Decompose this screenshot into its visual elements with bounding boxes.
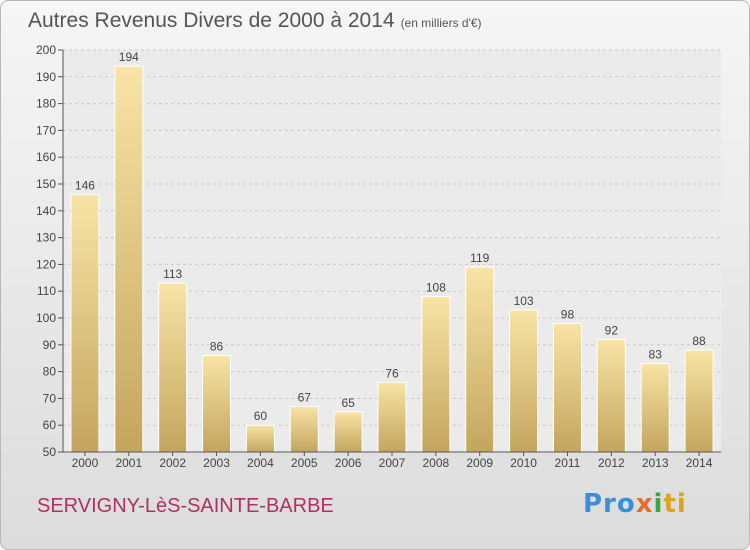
- x-tick-label: 2000: [72, 456, 99, 470]
- bar: [158, 282, 188, 453]
- bar-value-label: 194: [119, 50, 139, 64]
- x-tick-label: 2013: [642, 456, 669, 470]
- bar-value-label: 88: [692, 334, 706, 348]
- y-tick-label: 60: [43, 418, 57, 432]
- bar-value-label: 86: [210, 340, 224, 354]
- logo-part-3: i: [653, 489, 664, 519]
- x-axis: 2000 2001 2002 2003 2004 2005 2006 2007 2008 2009…: [63, 451, 721, 470]
- y-tick-label: 100: [36, 311, 56, 325]
- x-tick-label: 2010: [510, 456, 537, 470]
- bar-value-label: 83: [649, 348, 663, 362]
- y-tick-label: 50: [43, 445, 57, 459]
- y-tick-label: 180: [36, 97, 56, 111]
- bar: [552, 322, 582, 453]
- y-tick-label: 70: [43, 391, 57, 405]
- bar: [245, 424, 275, 453]
- y-tick-label: 170: [36, 123, 56, 137]
- x-tick-label: 2001: [115, 456, 142, 470]
- bar: [114, 65, 144, 453]
- logo-part-2: x: [635, 489, 654, 519]
- bar-value-label: 65: [341, 396, 355, 410]
- bar-value-label: 146: [75, 179, 95, 193]
- logo-part-1: Pro: [583, 489, 636, 519]
- x-tick-label: 2002: [159, 456, 186, 470]
- x-tick-label: 2005: [291, 456, 318, 470]
- bar: [377, 381, 407, 453]
- bars: 146 194 113 86 60 67 65 76 108 119 103 98 92 83 88: [70, 50, 714, 453]
- chart-title: Autres Revenus Divers de 2000 à 2014 (en …: [28, 9, 482, 33]
- x-tick-label: 2011: [555, 456, 581, 470]
- y-tick-label: 140: [36, 204, 56, 218]
- y-tick-label: 110: [37, 284, 56, 298]
- x-tick-label: 2003: [203, 456, 230, 470]
- bar: [70, 194, 100, 453]
- y-tick-label: 120: [36, 257, 56, 271]
- y-tick-label: 130: [36, 231, 56, 245]
- chart-title-text: Autres Revenus Divers de 2000 à 2014: [28, 9, 395, 32]
- y-tick-label: 160: [36, 150, 56, 164]
- x-tick-label: 2009: [466, 456, 493, 470]
- y-tick-label: 150: [36, 177, 56, 191]
- y-tick-label: 90: [43, 338, 57, 352]
- bar-value-label: 103: [514, 294, 534, 308]
- x-tick-label: 2014: [686, 456, 713, 470]
- y-tick-label: 190: [36, 70, 56, 84]
- bar-value-label: 67: [298, 390, 312, 404]
- bar-value-label: 76: [385, 366, 399, 380]
- bar: [684, 349, 714, 453]
- chart-subtitle: (en milliers d'€): [400, 16, 482, 30]
- x-tick-label: 2008: [423, 456, 450, 470]
- bar-value-label: 98: [561, 307, 575, 321]
- bar-value-label: 60: [254, 409, 268, 423]
- bar: [289, 405, 319, 453]
- bar: [421, 296, 451, 453]
- y-tick-label: 80: [43, 365, 57, 379]
- bar: [333, 411, 363, 453]
- x-tick-label: 2004: [247, 456, 274, 470]
- bar: [640, 363, 670, 453]
- bar: [465, 266, 495, 453]
- y-axis: 50 60 70 80 90 100 110 120 130 140 150 160 170 180 190…: [36, 43, 64, 459]
- y-tick-label: 200: [36, 43, 56, 57]
- x-tick-label: 2006: [335, 456, 362, 470]
- bar: [509, 309, 539, 453]
- bar-value-label: 119: [470, 251, 489, 265]
- x-tick-label: 2007: [379, 456, 406, 470]
- bar-value-label: 108: [426, 281, 446, 295]
- commune-name: SERVIGNY-LèS-SAINTE-BARBE: [37, 495, 334, 517]
- bar: [202, 355, 232, 453]
- x-tick-label: 2012: [598, 456, 625, 470]
- bar-value-label: 92: [605, 323, 619, 337]
- logo-part-4: ti: [663, 489, 687, 519]
- bar-value-label: 113: [163, 267, 182, 281]
- proxiti-logo: Proxiti: [583, 489, 687, 519]
- bar: [596, 338, 626, 453]
